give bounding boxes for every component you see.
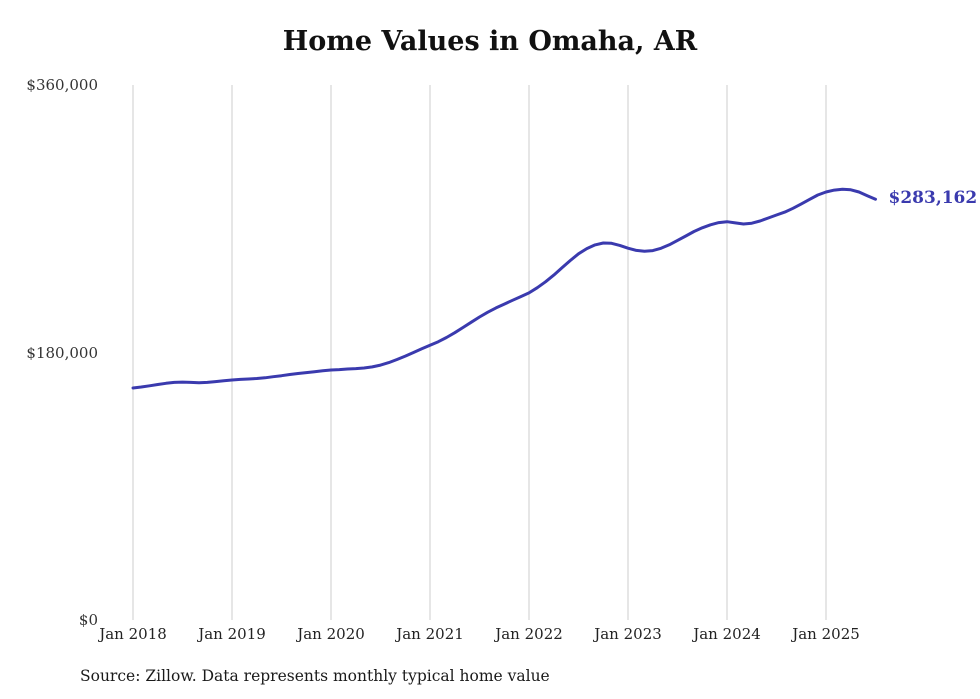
x-axis-tick-label: Jan 2020 [297,625,365,643]
x-axis-tick-label: Jan 2021 [396,625,464,643]
x-axis-tick-label: Jan 2018 [99,625,167,643]
x-axis-tick-label: Jan 2019 [198,625,266,643]
y-axis-tick-label: $0 [78,611,98,629]
source-note: Source: Zillow. Data represents monthly … [80,667,550,685]
home-value-line [131,187,877,390]
y-axis-tick-label: $180,000 [26,343,98,362]
y-axis-tick-label: $360,000 [26,76,98,94]
x-axis-tick-label: Jan 2024 [693,625,761,643]
x-axis-tick-label: Jan 2025 [792,625,860,643]
x-axis-tick-label: Jan 2022 [495,625,563,643]
gridlines [132,85,827,620]
chart-title: Home Values in Omaha, AR [282,26,698,57]
latest-value-annotation: $283,162 [888,188,978,209]
x-axis-tick-label: Jan 2023 [594,625,662,643]
